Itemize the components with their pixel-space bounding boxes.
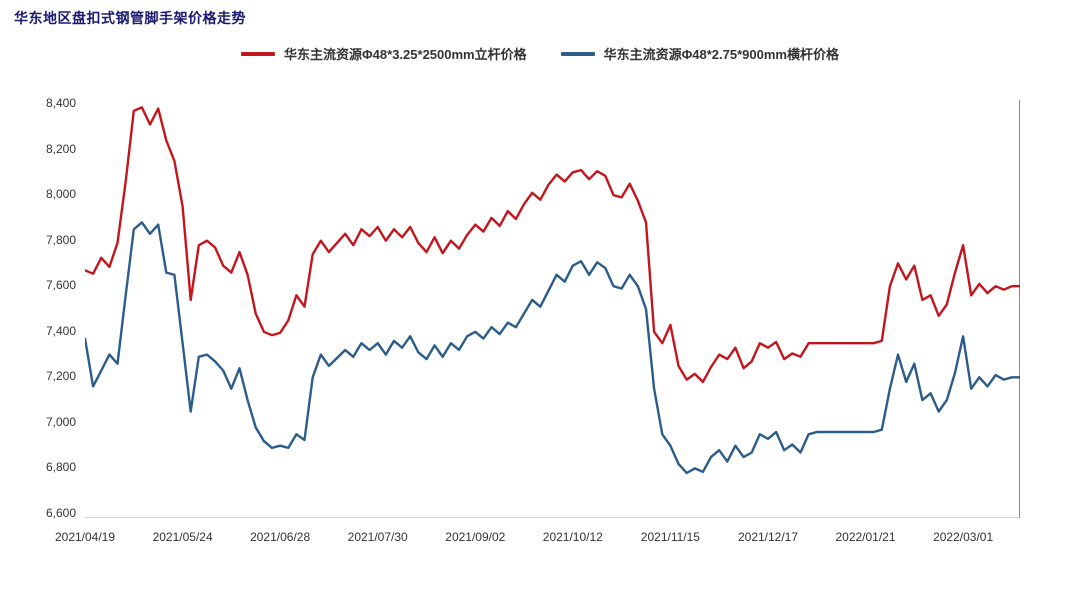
y-axis-tick-label: 6,600 xyxy=(45,506,76,520)
legend-item-horizontal-bar: 华东主流资源Φ48*2.75*900mm横杆价格 xyxy=(560,44,839,63)
y-axis-tick-label: 7,000 xyxy=(45,414,76,429)
x-axis-tick-label: 2021/11/15 xyxy=(640,530,700,544)
legend-item-vertical-pole: 华东主流资源Φ48*3.25*2500mm立杆价格 xyxy=(241,44,527,63)
red-line-swatch-icon xyxy=(241,51,276,56)
y-axis-tick-label: 7,400 xyxy=(45,323,76,338)
x-axis: 2021/04/19 2021/05/24 2021/06/28 2021/07/30… xyxy=(55,530,1020,548)
legend-label-vertical-pole: 华东主流资源Φ48*3.25*2500mm立杆价格 xyxy=(284,47,527,62)
series-line-horizontal-bar xyxy=(85,221,1020,475)
x-axis-tick-label: 2021/06/28 xyxy=(250,530,311,544)
x-axis-tick-label: 2021/10/12 xyxy=(542,530,603,544)
x-axis-tick-label: 2022/03/01 xyxy=(933,530,994,544)
plot-area xyxy=(85,100,1020,518)
y-axis-tick-label: 7,600 xyxy=(45,278,76,293)
x-axis-tick-label: 2022/01/21 xyxy=(835,530,896,544)
x-axis-tick-label: 2021/12/17 xyxy=(737,530,799,544)
series-line-vertical-pole xyxy=(85,106,1020,384)
y-axis-tick-label: 8,200 xyxy=(45,141,76,156)
blue-line-swatch-icon xyxy=(560,51,595,56)
plot-svg xyxy=(85,100,1020,518)
x-axis-tick-label: 2021/09/02 xyxy=(445,530,506,544)
y-axis-tick-label: 6,800 xyxy=(45,460,76,475)
y-axis-tick-label: 7,800 xyxy=(45,232,76,247)
legend-label-horizontal-bar: 华东主流资源Φ48*2.75*900mm横杆价格 xyxy=(603,47,839,62)
y-axis-tick-label: 8,400 xyxy=(45,96,76,110)
x-axis-tick-label: 2021/07/30 xyxy=(347,530,408,544)
legend: 华东主流资源Φ48*3.25*2500mm立杆价格 华东主流资源Φ48*2.75… xyxy=(0,44,1080,63)
x-axis-tick-label: 2021/04/19 xyxy=(54,530,116,544)
y-axis-tick-label: 8,000 xyxy=(45,187,76,202)
y-axis-tick-label: 7,200 xyxy=(45,369,76,384)
y-axis: 6,600 6,800 7,000 7,200 7,400 7,600 7,800 8,000… xyxy=(0,96,76,520)
x-axis-tick-label: 2021/05/24 xyxy=(152,530,213,544)
chart-title: 华东地区盘扣式钢管脚手架价格走势 xyxy=(14,10,246,26)
